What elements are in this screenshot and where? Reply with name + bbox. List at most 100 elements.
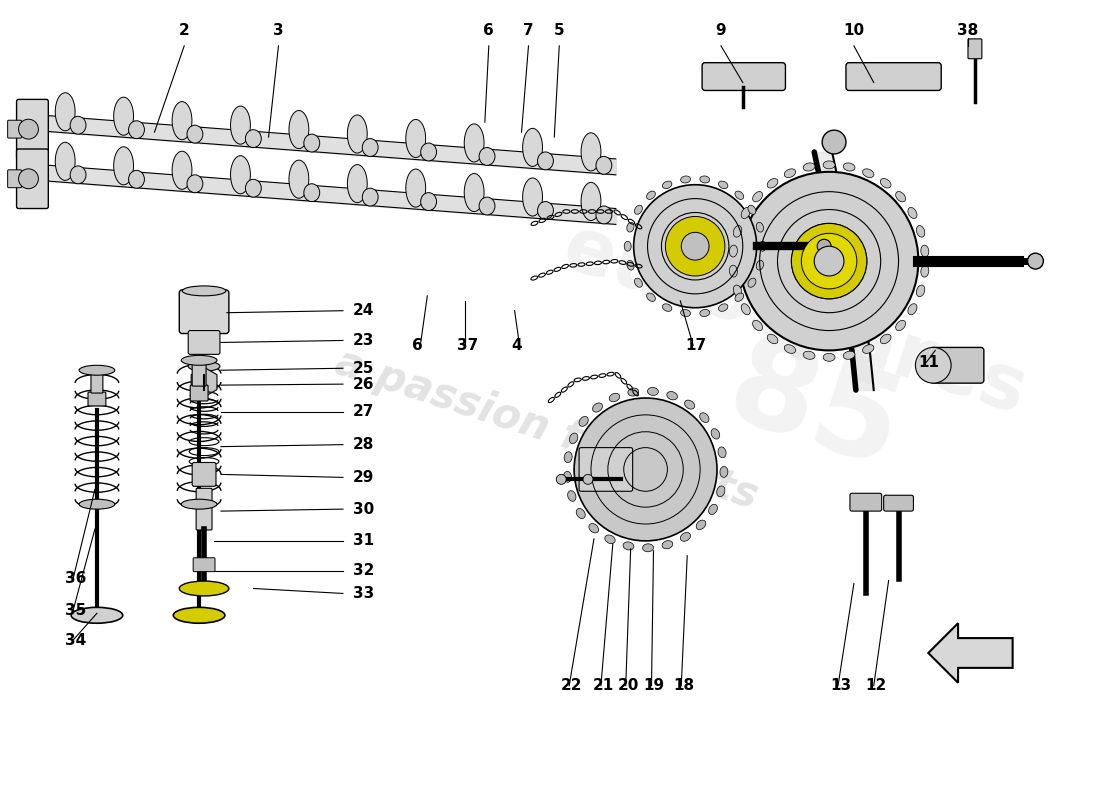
Text: 29: 29: [353, 470, 374, 485]
Ellipse shape: [627, 222, 634, 232]
Ellipse shape: [113, 146, 133, 185]
Ellipse shape: [480, 197, 495, 215]
Ellipse shape: [752, 320, 762, 330]
Text: 6: 6: [483, 23, 494, 38]
Ellipse shape: [231, 106, 251, 144]
Ellipse shape: [304, 134, 320, 152]
Ellipse shape: [767, 334, 778, 344]
Text: 18: 18: [673, 678, 694, 694]
Ellipse shape: [748, 278, 756, 287]
Ellipse shape: [581, 133, 601, 171]
Ellipse shape: [70, 116, 86, 134]
Ellipse shape: [289, 160, 309, 198]
Text: 21: 21: [593, 678, 614, 694]
Ellipse shape: [480, 147, 495, 166]
Circle shape: [801, 234, 857, 289]
Ellipse shape: [55, 142, 75, 181]
Ellipse shape: [718, 447, 726, 458]
Ellipse shape: [129, 170, 144, 188]
Circle shape: [817, 239, 832, 253]
Ellipse shape: [767, 178, 778, 188]
Ellipse shape: [624, 242, 631, 251]
Ellipse shape: [72, 607, 123, 623]
Ellipse shape: [464, 124, 484, 162]
Ellipse shape: [596, 206, 612, 224]
Ellipse shape: [700, 176, 710, 183]
Ellipse shape: [803, 351, 815, 359]
Ellipse shape: [538, 202, 553, 219]
Ellipse shape: [735, 191, 744, 199]
Ellipse shape: [538, 152, 553, 170]
Circle shape: [822, 130, 846, 154]
FancyBboxPatch shape: [850, 494, 882, 511]
Text: 38: 38: [957, 23, 979, 38]
FancyBboxPatch shape: [702, 62, 785, 90]
Ellipse shape: [188, 362, 220, 371]
FancyBboxPatch shape: [188, 330, 220, 354]
Ellipse shape: [522, 128, 542, 166]
Ellipse shape: [729, 266, 737, 277]
Text: 27: 27: [353, 405, 374, 419]
Ellipse shape: [880, 178, 891, 188]
Circle shape: [666, 217, 725, 276]
Circle shape: [814, 246, 844, 276]
Ellipse shape: [741, 207, 750, 218]
Ellipse shape: [55, 93, 75, 130]
Ellipse shape: [700, 310, 710, 317]
FancyBboxPatch shape: [194, 558, 214, 572]
Ellipse shape: [183, 286, 226, 296]
Ellipse shape: [245, 130, 262, 147]
Circle shape: [574, 398, 717, 541]
Text: 19: 19: [644, 678, 664, 694]
Ellipse shape: [129, 121, 144, 138]
Text: 28: 28: [353, 437, 374, 452]
FancyBboxPatch shape: [196, 488, 212, 530]
Ellipse shape: [921, 266, 928, 277]
Ellipse shape: [172, 151, 191, 190]
Ellipse shape: [420, 193, 437, 210]
Ellipse shape: [823, 161, 835, 169]
FancyBboxPatch shape: [883, 495, 913, 511]
Ellipse shape: [681, 310, 691, 317]
FancyBboxPatch shape: [192, 462, 216, 486]
Ellipse shape: [667, 391, 678, 400]
Ellipse shape: [844, 163, 855, 171]
Ellipse shape: [908, 304, 917, 314]
Ellipse shape: [79, 499, 114, 509]
Ellipse shape: [908, 207, 917, 218]
Ellipse shape: [635, 205, 642, 214]
Text: 6: 6: [412, 338, 424, 353]
Ellipse shape: [588, 523, 598, 533]
Ellipse shape: [187, 126, 202, 143]
Ellipse shape: [662, 304, 672, 311]
Ellipse shape: [406, 119, 426, 158]
Text: 3: 3: [273, 23, 284, 38]
Circle shape: [583, 474, 593, 484]
Text: 33: 33: [353, 586, 374, 601]
Ellipse shape: [862, 345, 873, 354]
Ellipse shape: [564, 452, 572, 462]
Ellipse shape: [627, 260, 634, 270]
Circle shape: [791, 223, 867, 299]
Ellipse shape: [623, 542, 634, 550]
Text: 37: 37: [458, 338, 478, 353]
Ellipse shape: [464, 174, 484, 211]
Text: 20: 20: [618, 678, 639, 694]
Ellipse shape: [803, 163, 815, 171]
Text: 26: 26: [353, 377, 374, 392]
FancyBboxPatch shape: [16, 149, 48, 209]
Ellipse shape: [609, 394, 619, 402]
Ellipse shape: [700, 413, 710, 422]
Ellipse shape: [718, 181, 728, 189]
Ellipse shape: [681, 176, 691, 183]
Text: 4: 4: [512, 338, 522, 353]
Text: 12: 12: [866, 678, 887, 694]
Ellipse shape: [576, 509, 585, 518]
Text: 23: 23: [353, 333, 374, 348]
Polygon shape: [928, 623, 1013, 682]
Circle shape: [915, 347, 952, 383]
Text: 32: 32: [353, 563, 374, 578]
Ellipse shape: [916, 285, 925, 297]
Ellipse shape: [921, 245, 928, 257]
FancyBboxPatch shape: [88, 392, 106, 406]
